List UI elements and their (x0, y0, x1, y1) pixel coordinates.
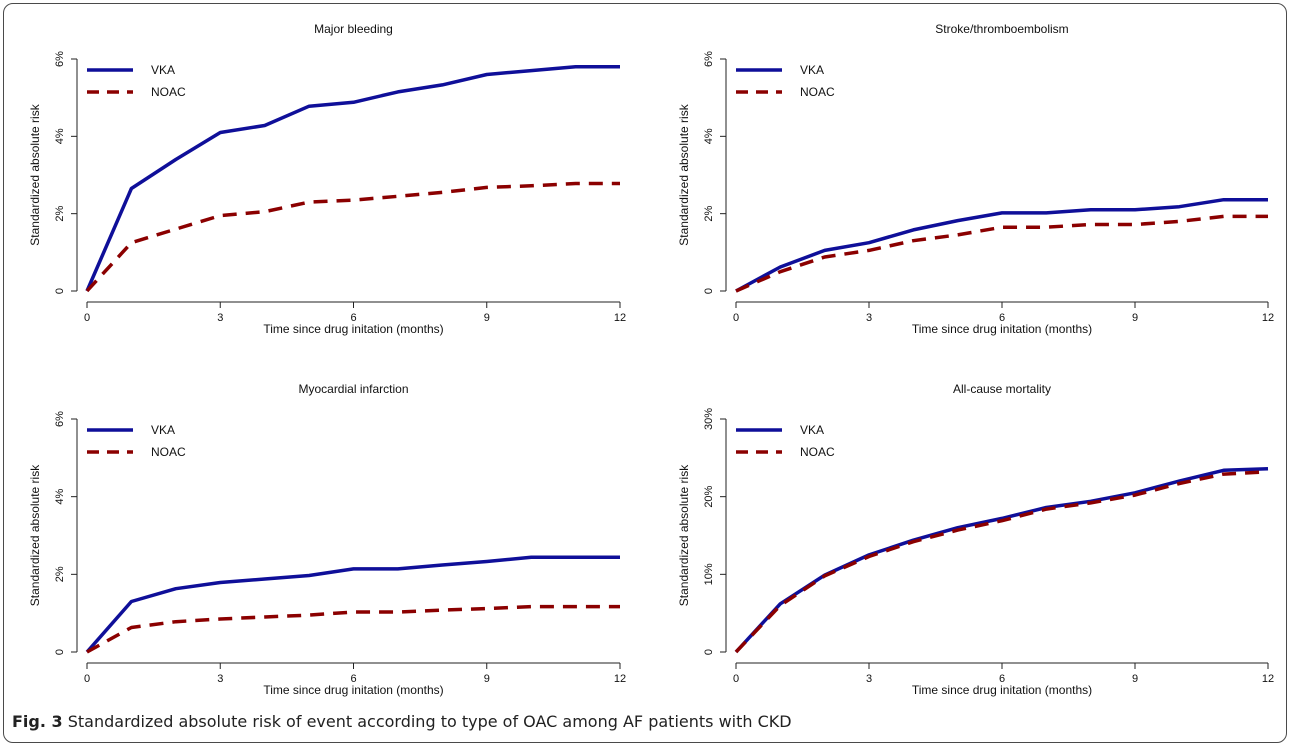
x-tick-label: 12 (1262, 312, 1274, 324)
figure-frame (3, 3, 1287, 743)
legend-label-noac: NOAC (800, 445, 835, 459)
y-tick-label: 20% (703, 485, 715, 507)
legend-label-vka: VKA (800, 63, 824, 77)
x-tick-label: 6 (999, 673, 1005, 685)
series-line-noac (734, 470, 1269, 654)
x-tick-label: 9 (484, 312, 490, 324)
y-tick-label: 10% (703, 563, 715, 585)
y-tick-label: 6% (703, 51, 715, 67)
legend-label-noac: NOAC (800, 85, 835, 99)
x-tick-label: 0 (84, 673, 90, 685)
x-tick-label: 9 (1132, 312, 1138, 324)
legend-label-noac: NOAC (151, 85, 186, 99)
y-axis-label: Standardized absolute risk (677, 464, 691, 606)
y-axis-label: Standardized absolute risk (28, 464, 42, 606)
x-tick-label: 3 (217, 312, 223, 324)
x-axis-label: Time since drug initation (months) (912, 322, 1092, 336)
x-tick-label: 12 (614, 673, 626, 685)
x-axis-label: Time since drug initation (months) (912, 683, 1092, 697)
x-tick-label: 9 (1132, 673, 1138, 685)
series-line-vka (735, 197, 1268, 293)
x-tick-label: 0 (733, 673, 739, 685)
x-tick-label: 3 (866, 312, 872, 324)
y-tick-label: 30% (703, 408, 715, 430)
legend-label-noac: NOAC (151, 445, 186, 459)
series-line-vka (734, 466, 1269, 654)
series-line-noac (86, 604, 620, 654)
x-tick-label: 3 (217, 673, 223, 685)
figure-caption-text: Standardized absolute risk of event acco… (67, 712, 792, 731)
y-tick-label: 6% (54, 411, 66, 427)
y-axis-label: Standardized absolute risk (28, 103, 42, 245)
y-tick-label: 4% (54, 489, 66, 505)
y-tick-label: 0 (703, 649, 715, 655)
x-tick-label: 12 (614, 312, 626, 324)
x-tick-label: 0 (84, 312, 90, 324)
y-axis-label: Standardized absolute risk (677, 103, 691, 245)
y-tick-label: 0 (54, 288, 66, 294)
figure-label: Fig. 3 (12, 712, 63, 731)
y-tick-label: 2% (54, 206, 66, 222)
legend-label-vka: VKA (151, 63, 175, 77)
figure-caption: Fig. 3 Standardized absolute risk of eve… (12, 712, 792, 731)
chart-panel-2: Stroke/thromboembolism 0 3 6 9 12 Time since d… (677, 22, 1274, 336)
y-tick-label: 2% (54, 566, 66, 582)
y-tick-label: 0 (54, 649, 66, 655)
x-tick-label: 3 (866, 673, 872, 685)
x-tick-label: 6 (350, 673, 356, 685)
chart-title: All-cause mortality (953, 382, 1051, 396)
y-tick-label: 6% (54, 51, 66, 67)
chart-panel-3: Myocardial infarction 0 3 6 9 12 Time since dr… (28, 382, 626, 697)
x-axis-label: Time since drug initation (months) (263, 322, 443, 336)
legend-label-vka: VKA (151, 423, 175, 437)
chart-title: Myocardial infarction (298, 382, 408, 396)
chart-panel-4: All-cause mortality 0 3 6 9 12 Time since drug… (677, 382, 1274, 697)
legend-label-vka: VKA (800, 423, 824, 437)
y-tick-label: 2% (703, 206, 715, 222)
series-line-vka (85, 555, 620, 654)
x-tick-label: 0 (733, 312, 739, 324)
x-tick-label: 6 (999, 312, 1005, 324)
series-line-vka (85, 64, 620, 292)
series-line-noac (85, 181, 620, 293)
chart-panel-1: Major bleeding 0 3 6 9 12 Time since drug init… (28, 22, 626, 336)
y-tick-label: 4% (703, 128, 715, 144)
x-axis-label: Time since drug initation (months) (263, 683, 443, 697)
x-tick-label: 6 (350, 312, 356, 324)
chart-title: Major bleeding (314, 22, 393, 36)
x-tick-label: 12 (1262, 673, 1274, 685)
x-tick-label: 9 (484, 673, 490, 685)
chart-title: Stroke/thromboembolism (935, 22, 1068, 36)
series-line-noac (735, 214, 1268, 293)
y-tick-label: 4% (54, 128, 66, 144)
y-tick-label: 0 (703, 288, 715, 294)
